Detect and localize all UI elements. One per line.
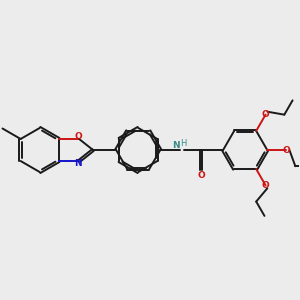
Text: O: O [197, 171, 205, 180]
Text: O: O [74, 132, 82, 141]
Text: O: O [262, 110, 269, 119]
Text: N: N [74, 159, 82, 168]
Text: N: N [172, 141, 180, 150]
Text: O: O [262, 181, 269, 190]
Text: H: H [181, 140, 187, 148]
Text: O: O [282, 146, 290, 154]
